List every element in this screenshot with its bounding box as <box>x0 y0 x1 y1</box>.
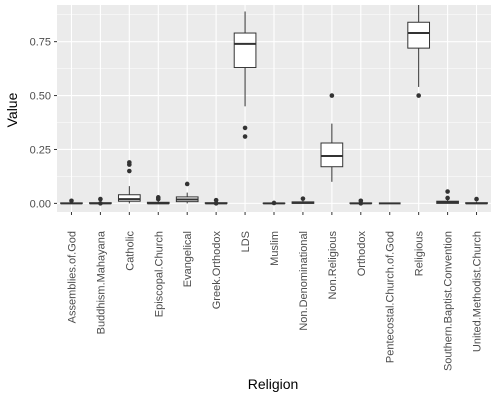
x-tick-label: Catholic <box>124 231 136 271</box>
outlier-point <box>127 160 132 165</box>
boxplot-Greek.Orthodox <box>204 197 228 206</box>
outlier-point <box>445 195 450 201</box>
x-tick-label: Buddhism.Mahayana <box>95 230 107 334</box>
outlier-point <box>98 201 103 206</box>
x-tick-label: United.Methodist.Church <box>472 231 484 352</box>
outlier-point <box>416 93 421 98</box>
outlier-point <box>213 201 219 206</box>
x-tick-label: Pentecostal.Church.of.God <box>385 231 397 363</box>
box <box>233 32 257 69</box>
x-tick-label: Assemblies.of.God <box>66 231 78 323</box>
y-tick-label: 0.00 <box>30 198 51 210</box>
y-tick-label: 0.50 <box>30 91 51 103</box>
outlier-point <box>358 201 364 206</box>
outlier-point <box>300 196 306 201</box>
boxplot-Non.Denominational <box>291 196 315 204</box>
x-tick-label: Orthodox <box>356 231 368 277</box>
outlier-point <box>445 189 450 194</box>
boxplot-Non.Religious <box>320 93 344 182</box>
x-tick-label: Episcopal.Church <box>153 231 165 317</box>
x-tick-label: LDS <box>240 231 252 252</box>
boxplot-United.Methodist.Church <box>465 196 488 205</box>
x-tick-label: Non.Religious <box>327 231 339 300</box>
y-tick-label: 0.75 <box>30 37 51 49</box>
boxplot-Episcopal.Church <box>146 195 170 205</box>
boxplot-Buddhism.Mahayana <box>89 196 112 206</box>
boxplot-LDS <box>233 11 257 139</box>
outlier-point <box>69 198 74 204</box>
x-axis-title: Religion <box>248 376 299 392</box>
outlier-point <box>184 181 190 187</box>
outlier-point <box>155 195 161 200</box>
outlier-point <box>242 134 248 139</box>
boxplot-Catholic <box>117 160 141 204</box>
boxplots <box>60 5 488 206</box>
boxplot-Southern.Baptist.Convention <box>436 189 459 204</box>
boxplot-Orthodox <box>349 198 373 206</box>
outlier-point <box>127 168 132 174</box>
outlier-point <box>474 196 479 202</box>
y-axis-title: Value <box>4 92 20 127</box>
y-tick-label: 0.25 <box>30 144 51 156</box>
outlier-point <box>242 125 248 131</box>
box <box>320 142 344 168</box>
x-tick-label: Southern.Baptist.Convention <box>443 231 455 371</box>
x-tick-label: Religious <box>414 231 426 277</box>
box <box>117 194 141 202</box>
outlier-point <box>213 197 219 203</box>
x-tick-label: Muslim <box>269 231 281 266</box>
boxplot-Muslim <box>262 200 286 206</box>
boxplot-Religious <box>407 5 431 98</box>
boxplot-Evangelical <box>175 181 199 204</box>
outlier-point <box>98 196 103 202</box>
axes: 0.00 0.25 0.50 0.75 Assemblies.of.God Buddhis… <box>30 37 484 371</box>
outlier-point <box>329 93 335 98</box>
x-tick-label: Greek.Orthodox <box>211 231 223 310</box>
boxplot-Assemblies.of.God <box>60 198 83 205</box>
outlier-point <box>271 200 277 206</box>
x-tick-label: Evangelical <box>182 231 194 287</box>
x-tick-label: Non.Denominational <box>298 231 310 331</box>
box <box>407 21 431 49</box>
